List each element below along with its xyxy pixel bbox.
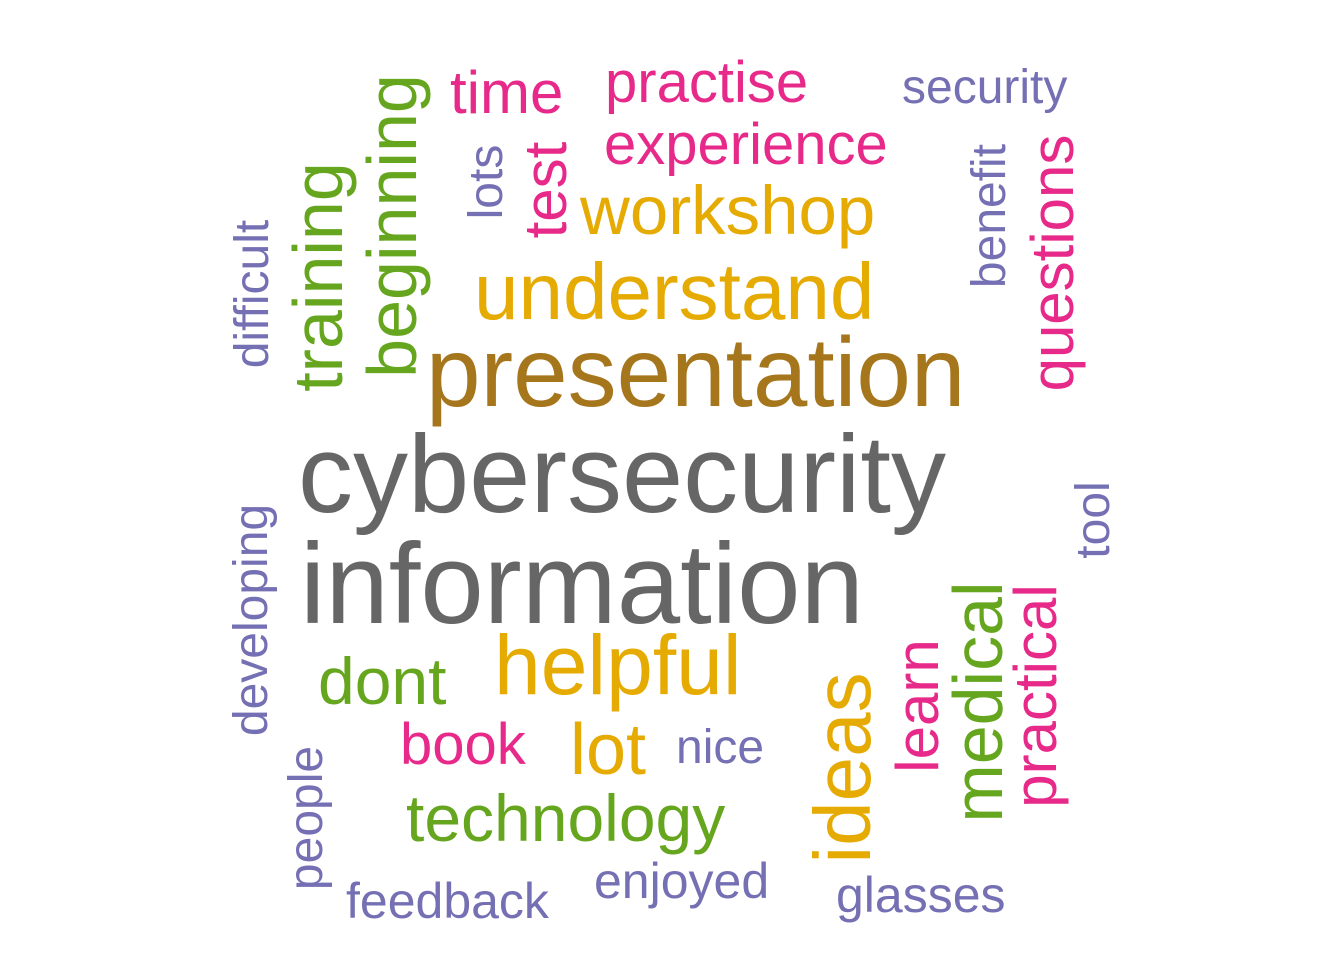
word-understand: understand <box>474 247 875 336</box>
word-beginning: beginning <box>353 74 431 378</box>
word-book: book <box>400 712 526 777</box>
word-information: information <box>300 521 864 648</box>
word-experience: experience <box>604 112 888 177</box>
word-people: people <box>280 745 333 891</box>
word-lots: lots <box>460 144 513 220</box>
word-practise: practise <box>605 50 809 115</box>
word-cybersecurity: cybersecurity <box>298 413 946 536</box>
word-learn: learn <box>884 639 951 773</box>
word-glasses: glasses <box>836 867 1006 923</box>
word-presentation: presentation <box>426 317 966 427</box>
word-technology: technology <box>406 781 726 855</box>
word-practical: practical <box>1002 584 1069 808</box>
word-difficult: difficult <box>226 219 279 369</box>
word-time: time <box>450 59 564 126</box>
word-dont: dont <box>318 644 447 718</box>
word-helpful: helpful <box>494 618 742 712</box>
word-questions: questions <box>1019 134 1086 392</box>
word-lot: lot <box>570 710 647 790</box>
word-tool: tool <box>1067 481 1120 559</box>
word-test: test <box>512 141 579 239</box>
word-developing: developing <box>225 503 278 737</box>
word-nice: nice <box>676 721 765 774</box>
word-enjoyed: enjoyed <box>594 853 770 909</box>
word-feedback: feedback <box>346 873 549 929</box>
word-workshop: workshop <box>580 172 876 249</box>
word-ideas: ideas <box>798 672 887 864</box>
word-training: training <box>279 162 357 392</box>
word-benefit: benefit <box>963 143 1016 289</box>
word-security: security <box>902 61 1068 114</box>
